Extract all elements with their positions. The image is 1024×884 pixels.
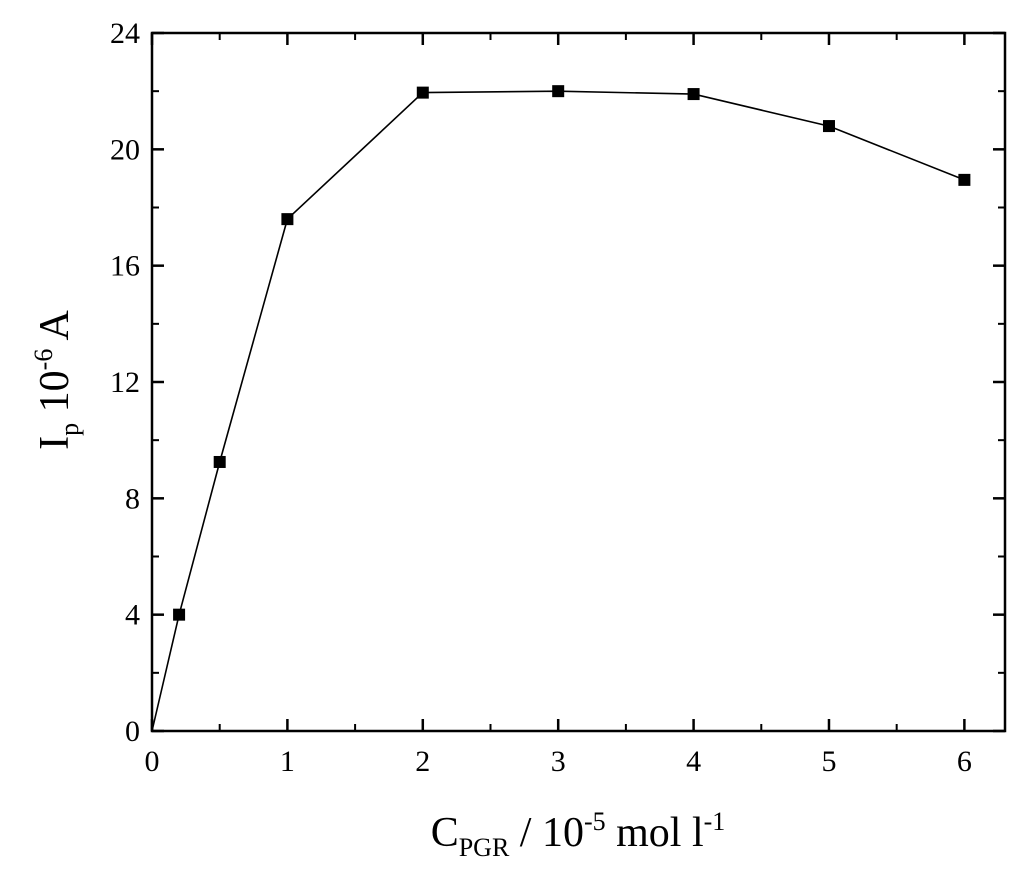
x-axis-title-rest: / 10 [509,810,584,856]
data-point [213,455,226,468]
y-tick-label: 12 [110,366,140,399]
y-axis-title-rest: 10 [32,370,78,423]
y-tick-label: 0 [125,715,140,748]
x-axis-title-main: C [431,810,459,856]
data-point [281,213,294,226]
x-tick-label: 1 [280,745,295,778]
x-tick-label: 0 [145,745,160,778]
y-tick-label: 24 [110,17,140,50]
x-axis-title-exp: -5 [584,807,606,836]
y-axis-title-exp: -6 [29,349,58,371]
data-point [822,120,835,133]
y-axis-title: Ip 10-6 A [29,309,84,449]
x-axis-title: CPGR / 10-5 mol l-1 [431,807,726,862]
x-tick-label: 5 [821,745,836,778]
x-axis-title-unit-exp: -1 [704,807,726,836]
x-tick-label: 2 [415,745,430,778]
series-line [151,90,965,732]
data-series [151,85,971,732]
data-point [416,86,429,99]
y-tick-label: 8 [125,482,140,515]
x-axis-title-sub: PGR [459,833,510,862]
y-tick-label: 16 [110,250,140,283]
y-tick-label: 20 [110,133,140,166]
data-point [958,173,971,186]
x-axis-title-unit: mol l [606,810,704,856]
data-point [173,608,186,621]
plot-frame [150,31,1007,733]
y-axis-title-main: I [32,436,78,450]
x-tick-label: 6 [957,745,972,778]
data-point [552,85,565,98]
y-axis-title-sub: p [55,423,84,436]
y-tick-label: 4 [125,599,140,632]
y-axis-ticks: 0 4 8 12 16 20 24 [110,17,1005,748]
x-tick-label: 3 [551,745,566,778]
data-point [687,88,700,101]
x-tick-label: 4 [686,745,701,778]
y-axis-title-unit: A [32,309,78,348]
x-axis-ticks: 0 1 2 3 4 5 6 [145,33,972,778]
